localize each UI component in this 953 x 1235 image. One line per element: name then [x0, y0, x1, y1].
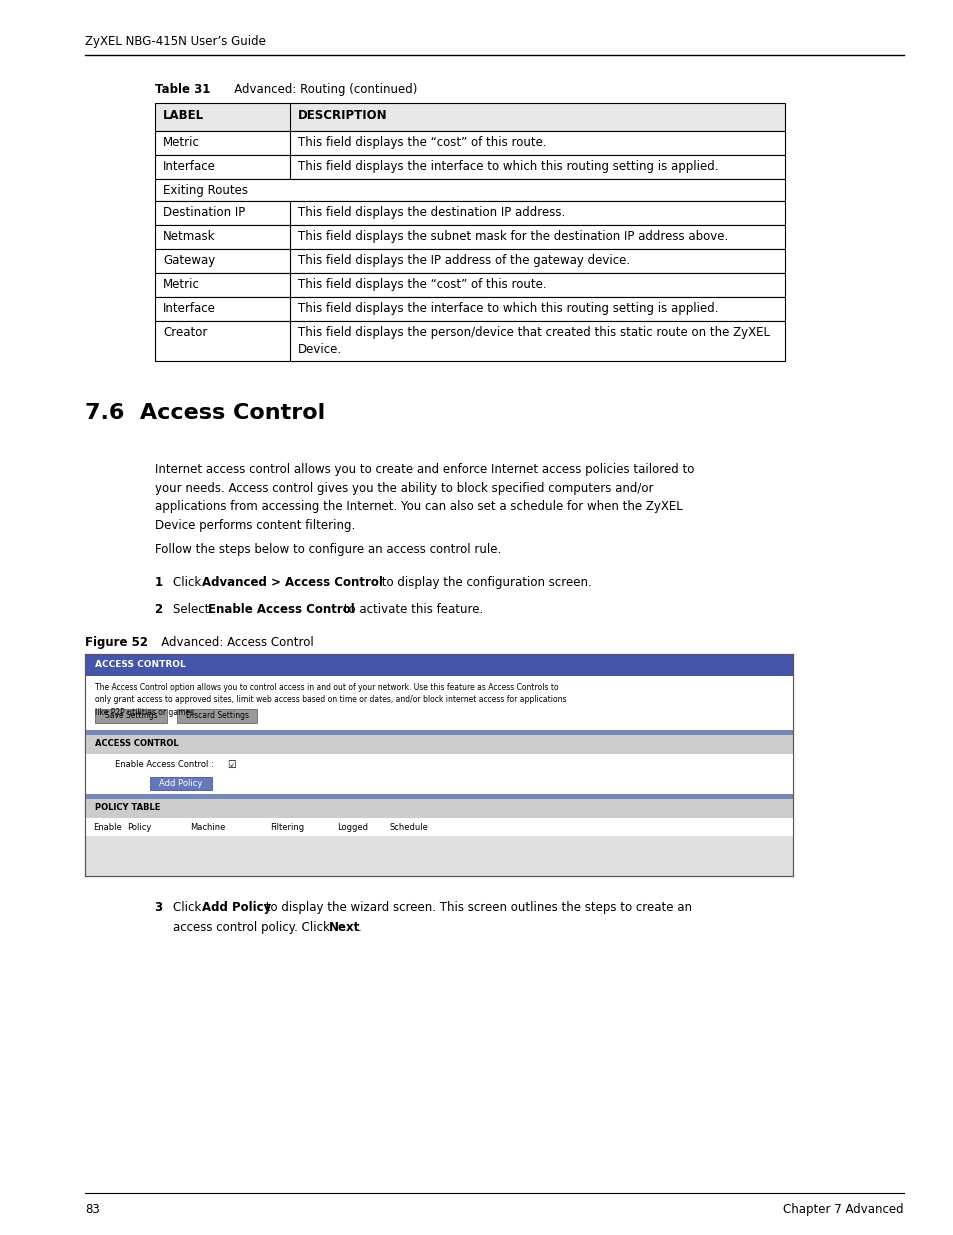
Text: Internet access control allows you to create and enforce Internet access policie: Internet access control allows you to cr… — [154, 463, 694, 531]
FancyBboxPatch shape — [85, 735, 792, 755]
FancyBboxPatch shape — [95, 709, 167, 722]
FancyBboxPatch shape — [85, 730, 792, 735]
FancyBboxPatch shape — [154, 179, 784, 201]
Text: Filtering: Filtering — [270, 823, 304, 831]
Text: This field displays the “cost” of this route.: This field displays the “cost” of this r… — [297, 278, 546, 291]
Text: Advanced: Routing (continued): Advanced: Routing (continued) — [223, 83, 417, 96]
Text: Destination IP: Destination IP — [163, 206, 245, 219]
FancyBboxPatch shape — [154, 273, 784, 296]
Text: 3: 3 — [154, 902, 172, 914]
FancyBboxPatch shape — [177, 709, 256, 722]
FancyBboxPatch shape — [154, 296, 784, 321]
Text: Add Policy: Add Policy — [202, 902, 272, 914]
Text: Netmask: Netmask — [163, 230, 215, 243]
Text: Chapter 7 Advanced: Chapter 7 Advanced — [782, 1203, 903, 1216]
Text: 1: 1 — [154, 576, 172, 589]
FancyBboxPatch shape — [85, 794, 792, 799]
Text: to display the configuration screen.: to display the configuration screen. — [377, 576, 591, 589]
Text: Enable: Enable — [92, 823, 122, 831]
FancyBboxPatch shape — [154, 131, 784, 156]
FancyBboxPatch shape — [85, 655, 792, 876]
Text: to display the wizard screen. This screen outlines the steps to create an: to display the wizard screen. This scree… — [261, 902, 691, 914]
Text: Logged: Logged — [336, 823, 368, 831]
Text: ZyXEL NBG-415N User’s Guide: ZyXEL NBG-415N User’s Guide — [85, 35, 266, 48]
Text: Table 31: Table 31 — [154, 83, 211, 96]
FancyBboxPatch shape — [150, 777, 212, 790]
Text: Enable Access Control :: Enable Access Control : — [115, 760, 213, 768]
Text: LABEL: LABEL — [163, 109, 204, 122]
Text: Schedule: Schedule — [390, 823, 429, 831]
FancyBboxPatch shape — [154, 201, 784, 225]
Text: Policy: Policy — [127, 823, 152, 831]
Text: Follow the steps below to configure an access control rule.: Follow the steps below to configure an a… — [154, 543, 500, 556]
Text: Exiting Routes: Exiting Routes — [163, 184, 248, 198]
Text: 2: 2 — [154, 603, 172, 616]
Text: ACCESS CONTROL: ACCESS CONTROL — [95, 740, 178, 748]
Text: .: . — [357, 921, 361, 934]
Text: Next: Next — [328, 921, 359, 934]
Text: Enable Access Control: Enable Access Control — [208, 603, 354, 616]
Text: 7.6  Access Control: 7.6 Access Control — [85, 403, 325, 424]
Text: This field displays the “cost” of this route.: This field displays the “cost” of this r… — [297, 136, 546, 149]
Text: Advanced > Access Control: Advanced > Access Control — [202, 576, 383, 589]
FancyBboxPatch shape — [85, 774, 792, 794]
Text: Interface: Interface — [163, 303, 215, 315]
Text: Figure 52: Figure 52 — [85, 636, 148, 650]
Text: Creator: Creator — [163, 326, 207, 338]
FancyBboxPatch shape — [154, 225, 784, 249]
FancyBboxPatch shape — [85, 676, 792, 730]
Text: This field displays the destination IP address.: This field displays the destination IP a… — [297, 206, 565, 219]
Text: Gateway: Gateway — [163, 254, 215, 267]
FancyBboxPatch shape — [154, 103, 784, 131]
Text: Save Settings: Save Settings — [105, 711, 157, 720]
Text: Interface: Interface — [163, 161, 215, 173]
Text: This field displays the person/device that created this static route on the ZyXE: This field displays the person/device th… — [297, 326, 769, 356]
Text: ACCESS CONTROL: ACCESS CONTROL — [95, 659, 186, 668]
FancyBboxPatch shape — [154, 156, 784, 179]
Text: Metric: Metric — [163, 136, 200, 149]
FancyBboxPatch shape — [85, 799, 792, 818]
Text: Discard Settings: Discard Settings — [185, 711, 248, 720]
Text: This field displays the subnet mask for the destination IP address above.: This field displays the subnet mask for … — [297, 230, 727, 243]
Text: access control policy. Click: access control policy. Click — [172, 921, 334, 934]
FancyBboxPatch shape — [154, 249, 784, 273]
Text: Click: Click — [172, 902, 205, 914]
Text: The Access Control option allows you to control access in and out of your networ: The Access Control option allows you to … — [95, 683, 566, 716]
Text: Select: Select — [172, 603, 213, 616]
FancyBboxPatch shape — [154, 321, 784, 361]
Text: to activate this feature.: to activate this feature. — [339, 603, 482, 616]
Text: This field displays the IP address of the gateway device.: This field displays the IP address of th… — [297, 254, 630, 267]
Text: Advanced: Access Control: Advanced: Access Control — [150, 636, 314, 650]
FancyBboxPatch shape — [85, 818, 792, 836]
Text: POLICY TABLE: POLICY TABLE — [95, 803, 160, 811]
Text: 83: 83 — [85, 1203, 100, 1216]
Text: DESCRIPTION: DESCRIPTION — [297, 109, 387, 122]
Text: This field displays the interface to which this routing setting is applied.: This field displays the interface to whi… — [297, 303, 718, 315]
Text: ☑: ☑ — [227, 760, 235, 769]
Text: Add Policy: Add Policy — [159, 779, 202, 788]
Text: Metric: Metric — [163, 278, 200, 291]
FancyBboxPatch shape — [85, 755, 792, 774]
Text: Click: Click — [172, 576, 205, 589]
Text: Machine: Machine — [190, 823, 225, 831]
FancyBboxPatch shape — [85, 655, 792, 676]
Text: This field displays the interface to which this routing setting is applied.: This field displays the interface to whi… — [297, 161, 718, 173]
